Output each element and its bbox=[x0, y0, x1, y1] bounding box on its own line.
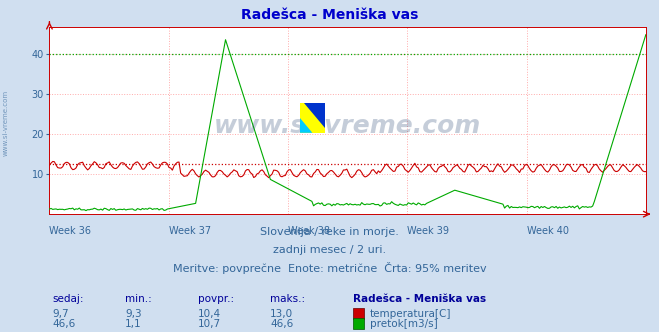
Text: pretok[m3/s]: pretok[m3/s] bbox=[370, 319, 438, 329]
Text: maks.:: maks.: bbox=[270, 294, 305, 304]
Polygon shape bbox=[300, 118, 312, 133]
Text: Radešca - Meniška vas: Radešca - Meniška vas bbox=[353, 294, 486, 304]
Text: Radešca - Meniška vas: Radešca - Meniška vas bbox=[241, 8, 418, 22]
Text: min.:: min.: bbox=[125, 294, 152, 304]
Text: sedaj:: sedaj: bbox=[53, 294, 84, 304]
Text: Week 37: Week 37 bbox=[169, 226, 211, 236]
Text: 10,4: 10,4 bbox=[198, 309, 221, 319]
Text: 46,6: 46,6 bbox=[270, 319, 293, 329]
Text: Week 40: Week 40 bbox=[527, 226, 569, 236]
Polygon shape bbox=[304, 103, 325, 128]
Text: 46,6: 46,6 bbox=[53, 319, 76, 329]
Text: www.si-vreme.com: www.si-vreme.com bbox=[2, 90, 9, 156]
Text: Week 39: Week 39 bbox=[407, 226, 449, 236]
Text: 9,7: 9,7 bbox=[53, 309, 69, 319]
Text: 10,7: 10,7 bbox=[198, 319, 221, 329]
Text: povpr.:: povpr.: bbox=[198, 294, 234, 304]
Text: Week 38: Week 38 bbox=[288, 226, 330, 236]
Text: 13,0: 13,0 bbox=[270, 309, 293, 319]
Text: Week 36: Week 36 bbox=[49, 226, 92, 236]
Text: 9,3: 9,3 bbox=[125, 309, 142, 319]
Text: www.si-vreme.com: www.si-vreme.com bbox=[214, 114, 481, 138]
Text: Meritve: povprečne  Enote: metrične  Črta: 95% meritev: Meritve: povprečne Enote: metrične Črta:… bbox=[173, 262, 486, 274]
Polygon shape bbox=[300, 103, 325, 133]
Text: 1,1: 1,1 bbox=[125, 319, 142, 329]
Text: Slovenija / reke in morje.: Slovenija / reke in morje. bbox=[260, 227, 399, 237]
Text: zadnji mesec / 2 uri.: zadnji mesec / 2 uri. bbox=[273, 245, 386, 255]
Text: temperatura[C]: temperatura[C] bbox=[370, 309, 451, 319]
